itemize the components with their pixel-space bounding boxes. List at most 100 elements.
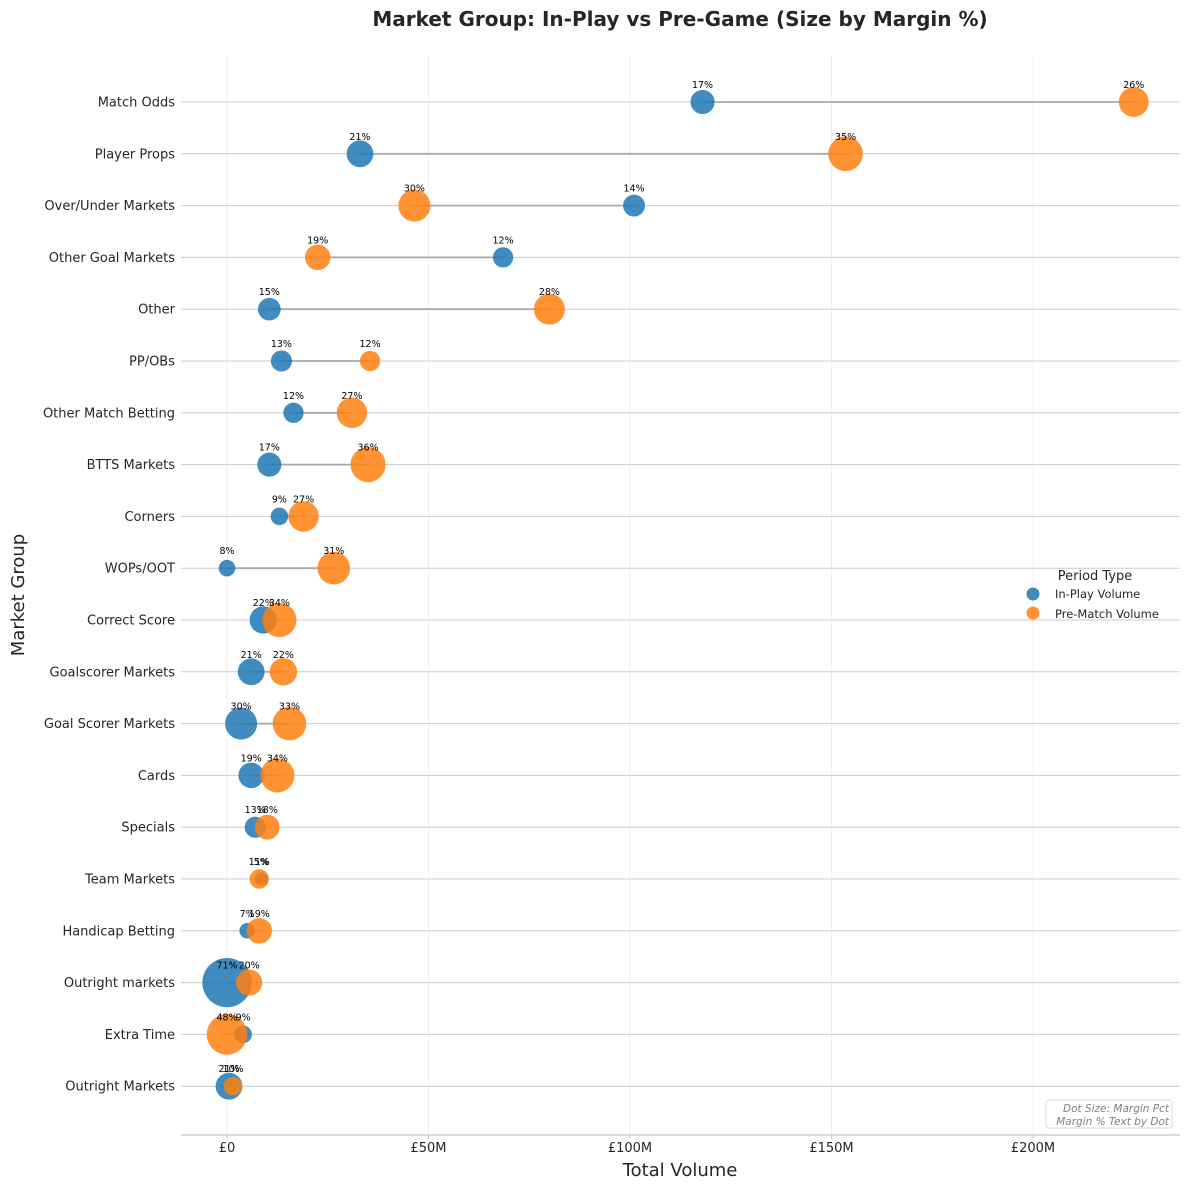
data-points: [202, 87, 1149, 1100]
in-play-margin-label: 21%: [349, 132, 370, 143]
y-tick-label: Goal Scorer Markets: [44, 717, 175, 732]
annotation-box: Dot Size: Margin Pct Margin % Text by Do…: [1045, 1099, 1173, 1129]
x-tick-label: £200M: [1011, 1141, 1055, 1156]
y-tick-label: Other Goal Markets: [49, 251, 175, 266]
pre-match-margin-label: 26%: [1123, 80, 1144, 91]
y-tick-label: Goalscorer Markets: [50, 665, 176, 680]
in-play-margin-label: 21%: [241, 650, 262, 661]
in-play-margin-label: 22%: [253, 598, 274, 609]
y-tick-label: PP/OBs: [129, 355, 175, 370]
pre-match-point: [262, 602, 297, 638]
pre-match-margin-label: 19%: [249, 909, 270, 920]
pre-match-margin-label: 27%: [293, 494, 314, 505]
in-play-point: [492, 247, 514, 268]
y-tick-label: Over/Under Markets: [44, 199, 175, 214]
y-tick-label: Cards: [138, 769, 175, 784]
pre-match-margin-label: 22%: [273, 650, 294, 661]
in-play-point: [257, 297, 281, 321]
x-tick-label: £150M: [809, 1141, 853, 1156]
y-tick-label: Handicap Betting: [62, 924, 175, 939]
in-play-point: [270, 507, 289, 526]
y-tick-label: WOPs/OOT: [105, 562, 175, 577]
pre-match-point: [272, 706, 307, 741]
pre-match-point: [246, 918, 272, 944]
in-play-margin-label: 17%: [692, 80, 713, 91]
y-axis-label: Market Group: [8, 534, 29, 656]
annotation-line-2: Margin % Text by Dot: [1056, 1116, 1170, 1128]
x-tick-label: £0: [219, 1141, 236, 1156]
legend-marker-in-play: [1026, 587, 1040, 601]
pre-match-point: [533, 293, 565, 325]
pre-match-point: [350, 447, 386, 483]
legend-label-in-play: In-Play Volume: [1055, 587, 1140, 601]
in-play-margin-label: 5%: [254, 857, 269, 868]
x-axis-label: Total Volume: [622, 1160, 738, 1181]
in-play-point: [237, 658, 265, 686]
pre-match-margin-label: 34%: [267, 753, 288, 764]
legend-marker-pre-match: [1026, 606, 1040, 620]
in-play-point: [218, 559, 236, 577]
in-play-margin-label: 8%: [219, 546, 234, 557]
pre-match-margin-label: 35%: [835, 132, 856, 143]
pre-match-margin-label: 19%: [307, 235, 328, 246]
pre-match-point: [223, 1076, 243, 1096]
annotation-box-frame: [1045, 1099, 1173, 1129]
in-play-point: [270, 350, 292, 372]
pre-match-margin-label: 12%: [360, 339, 381, 350]
y-tick-label: Other Match Betting: [43, 406, 175, 421]
pre-match-point: [206, 1014, 248, 1055]
in-play-margin-label: 17%: [259, 443, 280, 454]
in-play-margin-label: 13%: [245, 805, 266, 816]
pre-match-point: [317, 551, 351, 585]
y-tick-label: Player Props: [95, 147, 175, 162]
pre-match-point: [249, 869, 269, 889]
in-play-point: [202, 957, 252, 1008]
in-play-point: [225, 707, 258, 740]
x-tick-label: £100M: [608, 1141, 652, 1156]
in-play-point: [346, 140, 374, 168]
y-tick-label: Corners: [124, 510, 175, 525]
y-tick-label: Match Odds: [98, 96, 176, 111]
in-play-margin-label: 13%: [271, 339, 292, 350]
in-play-margin-label: 30%: [231, 702, 252, 713]
pre-match-margin-label: 28%: [539, 287, 560, 298]
pre-match-point: [359, 350, 381, 372]
pre-match-point: [828, 136, 863, 172]
pre-match-point: [254, 814, 280, 840]
legend-label-pre-match: Pre-Match Volume: [1055, 607, 1159, 621]
y-tick-label: Team Markets: [84, 873, 175, 888]
y-tick-label: Outright Markets: [65, 1080, 175, 1095]
in-play-margin-label: 71%: [216, 961, 237, 972]
margin-labels: 17% 21% 14% 12% 15% 13% 12% 17% 9% 8% 22% 21% 30% 19%…: [216, 80, 1144, 1075]
pre-match-margin-label: 20%: [239, 961, 260, 972]
pre-match-margin-label: 36%: [357, 443, 378, 454]
in-play-point: [257, 452, 282, 477]
y-tick-label: Outright markets: [64, 976, 175, 991]
legend-title: Period Type: [1058, 569, 1133, 584]
pre-match-margin-label: 11%: [249, 857, 270, 868]
in-play-margin-label: 15%: [259, 287, 280, 298]
pre-match-point: [304, 244, 331, 271]
pre-match-margin-label: 33%: [279, 702, 300, 713]
y-tick-label: Specials: [121, 821, 175, 836]
in-play-margin-label: 12%: [283, 391, 304, 402]
in-play-margin-label: 14%: [623, 184, 644, 195]
pre-match-margin-label: 30%: [404, 184, 425, 195]
pre-match-point: [336, 397, 368, 428]
pre-match-margin-label: 31%: [323, 546, 344, 557]
in-play-margin-label: 21%: [218, 1064, 239, 1075]
in-play-margin-label: 19%: [241, 753, 262, 764]
in-play-margin-label: 9%: [236, 1012, 251, 1023]
pre-match-point: [236, 969, 263, 996]
in-play-margin-label: 12%: [492, 235, 513, 246]
y-tick-label: Extra Time: [105, 1028, 175, 1043]
pre-match-point: [269, 658, 298, 686]
y-tick-labels: Match Odds Player Props Over/Under Markets…: [43, 96, 176, 1095]
in-play-point: [690, 89, 715, 115]
x-tick-label: £50M: [410, 1141, 446, 1156]
pre-match-margin-label: 34%: [269, 598, 290, 609]
pre-match-point: [1118, 87, 1149, 117]
pre-match-margin-label: 27%: [341, 391, 362, 402]
legend: Period Type In-Play Volume Pre-Match Vol…: [1026, 569, 1159, 621]
